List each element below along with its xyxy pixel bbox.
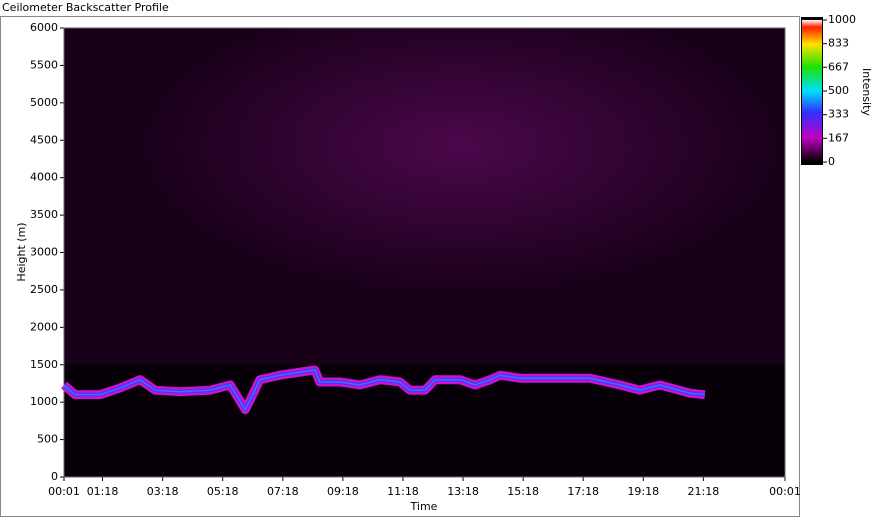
colorbar-tick-label: 833 [828, 37, 849, 50]
y-tick-label: 2500 [30, 283, 58, 296]
backscatter-haze [64, 28, 785, 365]
x-tick-label: 11:18 [387, 485, 419, 498]
colorbar-tick-label: 500 [828, 84, 849, 97]
x-tick-label: 21:18 [688, 485, 720, 498]
x-tick-label: 05:18 [207, 485, 239, 498]
y-tick-label: 0 [51, 470, 58, 483]
x-tick-label: 03:18 [147, 485, 179, 498]
colorbar-label: Intensity [860, 68, 873, 116]
cloud-center [63, 369, 705, 411]
window-title: Ceilometer Backscatter Profile [2, 1, 169, 14]
colorbar-tick-label: 1000 [828, 13, 856, 26]
y-tick-label: 500 [37, 433, 58, 446]
y-tick-label: 3500 [30, 208, 58, 221]
colorbar-tick-label: 667 [828, 60, 849, 73]
y-tick-label: 4500 [30, 133, 58, 146]
x-axis-label: Time [410, 500, 438, 513]
x-tick-label: 15:18 [507, 485, 539, 498]
x-tick-label: 19:18 [627, 485, 659, 498]
x-tick-label: 01:18 [87, 485, 119, 498]
x-tick-label: 17:18 [567, 485, 599, 498]
y-tick-label: 3000 [30, 246, 58, 259]
x-tick-label: 00:01 [769, 485, 801, 498]
y-tick-label: 6000 [30, 21, 58, 34]
y-tick-label: 1500 [30, 358, 58, 371]
y-tick-label: 4000 [30, 171, 58, 184]
colorbar-tick-label: 0 [828, 155, 835, 168]
y-tick-label: 5500 [30, 58, 58, 71]
x-tick-label: 13:18 [447, 485, 479, 498]
colorbar [802, 20, 822, 162]
y-tick-label: 1000 [30, 395, 58, 408]
x-tick-label: 07:18 [267, 485, 299, 498]
plot-border [63, 27, 786, 478]
x-tick-label: 09:18 [327, 485, 359, 498]
colorbar-tick-label: 167 [828, 131, 849, 144]
y-tick-label: 5000 [30, 96, 58, 109]
colorbar-tick-label: 333 [828, 108, 849, 121]
x-tick-label: 00:01 [48, 485, 80, 498]
y-axis-label: Height (m) [15, 222, 28, 281]
low-layer [64, 364, 785, 477]
y-tick-label: 2000 [30, 320, 58, 333]
